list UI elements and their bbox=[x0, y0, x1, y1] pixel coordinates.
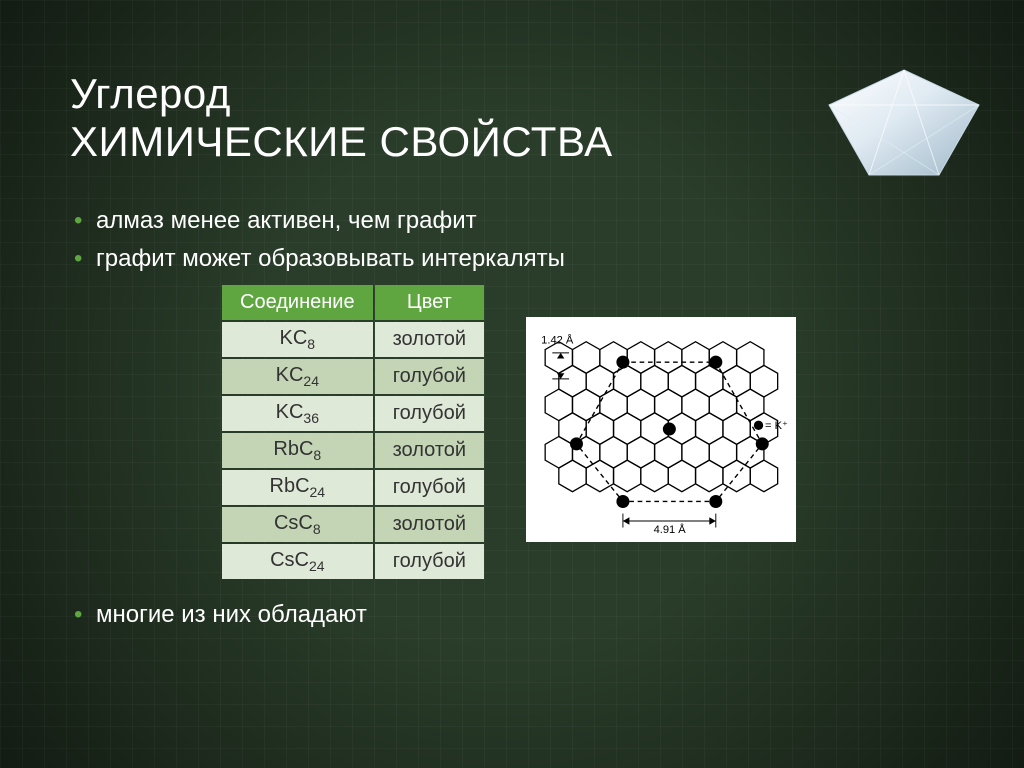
compound-cell: KC24 bbox=[222, 359, 373, 394]
color-cell: золотой bbox=[375, 507, 484, 542]
compound-cell: CsC24 bbox=[222, 544, 373, 579]
table-row: CsC8золотой bbox=[222, 507, 484, 542]
color-cell: голубой bbox=[375, 359, 484, 394]
table-header: Соединение bbox=[222, 285, 373, 320]
color-cell: золотой bbox=[375, 322, 484, 357]
list-item: многие из них обладают bbox=[70, 601, 954, 629]
bullet-list: алмаз менее активен, чем графит графит м… bbox=[70, 207, 954, 273]
lattice-diagram: 1.42 Å 4.91 Å = K⁺ bbox=[526, 317, 796, 542]
compound-cell: KC36 bbox=[222, 396, 373, 431]
table-row: KC8золотой bbox=[222, 322, 484, 357]
table-row: CsC24голубой bbox=[222, 544, 484, 579]
compound-cell: KC8 bbox=[222, 322, 373, 357]
table-row: KC36голубой bbox=[222, 396, 484, 431]
content-row: Соединение Цвет KC8золотойKC24голубойKC3… bbox=[70, 283, 954, 581]
table-row: RbC8золотой bbox=[222, 433, 484, 468]
list-item: алмаз менее активен, чем графит bbox=[70, 207, 954, 235]
legend-text: = K⁺ bbox=[765, 420, 788, 432]
dim-label-bottom: 4.91 Å bbox=[654, 523, 687, 534]
compound-cell: CsC8 bbox=[222, 507, 373, 542]
color-cell: золотой bbox=[375, 433, 484, 468]
color-cell: голубой bbox=[375, 544, 484, 579]
dim-label-top: 1.42 Å bbox=[541, 333, 574, 346]
diamond-decoration bbox=[814, 60, 994, 180]
list-item: графит может образовывать интеркаляты bbox=[70, 245, 954, 273]
compound-cell: RbC8 bbox=[222, 433, 373, 468]
table-row: RbC24голубой bbox=[222, 470, 484, 505]
legend-dot bbox=[754, 420, 763, 429]
slide-root: Углерод ХИМИЧЕСКИЕ СВОЙСТВА алмаз менее … bbox=[0, 0, 1024, 768]
color-cell: голубой bbox=[375, 470, 484, 505]
intercalate-table: Соединение Цвет KC8золотойKC24голубойKC3… bbox=[220, 283, 486, 581]
bullet-list-bottom: многие из них обладают bbox=[70, 601, 954, 629]
table-header: Цвет bbox=[375, 285, 484, 320]
compound-cell: RbC24 bbox=[222, 470, 373, 505]
table-row: KC24голубой bbox=[222, 359, 484, 394]
color-cell: голубой bbox=[375, 396, 484, 431]
